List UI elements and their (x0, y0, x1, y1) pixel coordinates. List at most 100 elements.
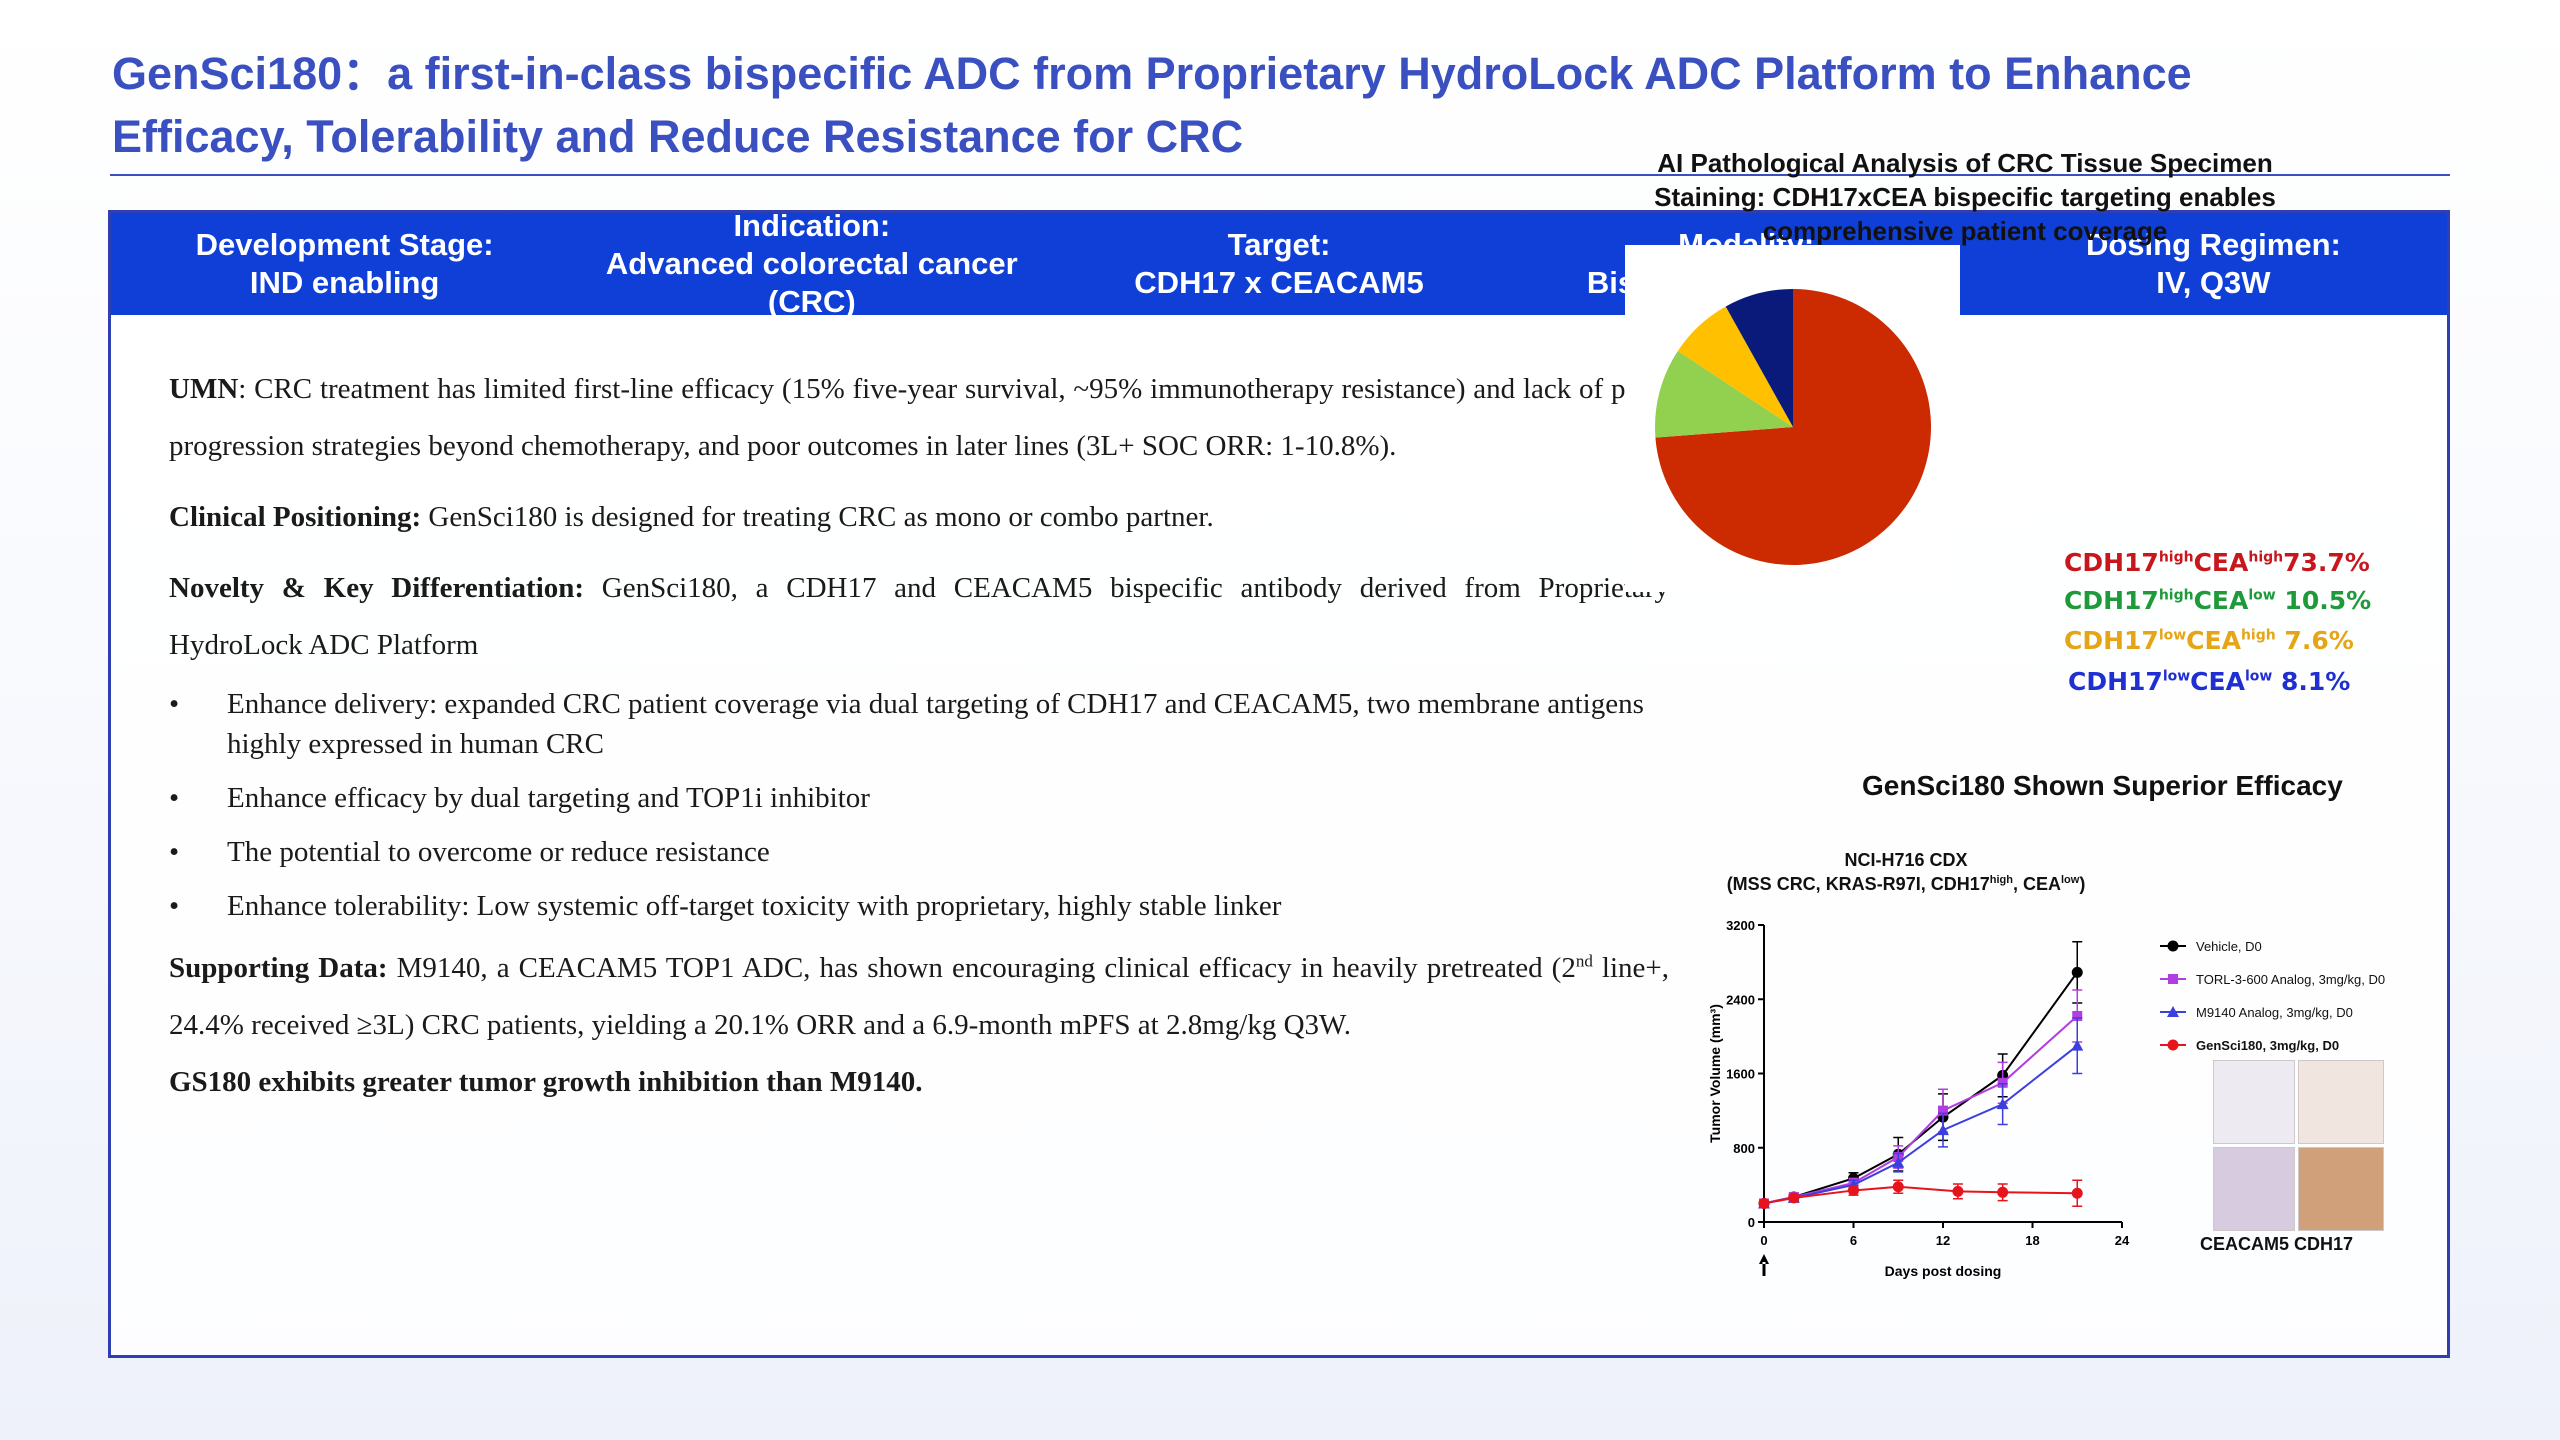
data-point (1997, 1077, 2008, 1088)
banner-dosing-regimen: Dosing Regimen: IV, Q3W (1980, 226, 2447, 302)
bullet-text: Enhance efficacy by dual targeting and T… (227, 782, 870, 814)
ihc-image-ceacam5-high (2213, 1147, 2295, 1231)
support-body: line+, 24.4% received ≥3L) CRC patients,… (169, 952, 1669, 1041)
list-item: • Enhance efficacy by dual targeting and … (169, 778, 1669, 818)
data-point (1937, 1124, 1949, 1136)
umn-label: UMN (169, 373, 239, 405)
ihc-image-cdh17-high (2298, 1147, 2384, 1231)
list-item: • The potential to overcome or reduce res… (169, 832, 1669, 872)
data-point (1758, 1197, 1770, 1209)
data-point (1788, 1192, 1800, 1204)
conclusion-text: GS180 exhibits greater tumor growth inhi… (169, 1054, 1669, 1111)
legend-sup: high (2158, 549, 2194, 566)
data-point (1996, 1098, 2009, 1110)
data-series (1758, 1017, 2084, 1209)
clinical-paragraph: Clinical Positioning: GenSci180 is desig… (169, 489, 1669, 546)
pie-chart-box (1625, 245, 1960, 592)
banner-value: IND enabling (249, 265, 440, 300)
y-tick-label: 800 (1733, 1141, 1755, 1156)
bullet-dot: • (169, 688, 180, 720)
legend-marker (2167, 940, 2179, 952)
umn-body: : CRC treatment has limited first-line e… (169, 373, 1669, 462)
y-axis-label: Tumor Volume (mm³) (1707, 1004, 1723, 1143)
clinical-label: Clinical Positioning: (169, 501, 422, 533)
x-tick-label: 24 (2115, 1233, 2130, 1248)
content-panel: Development Stage: IND enabling Indicati… (108, 208, 2450, 1358)
x-tick-label: 12 (1936, 1233, 1950, 1248)
data-point (1952, 1185, 1964, 1197)
data-series (1759, 989, 2083, 1209)
chart-title-sup: high (1989, 874, 2013, 886)
pie-title-line: AI Pathological Analysis of CRC Tissue S… (1657, 148, 2273, 178)
pie-slice (1655, 350, 1793, 438)
banner-value: Advanced colorectal cancer (CRC) (605, 246, 1018, 319)
conclusion-bold: GS180 exhibits greater tumor growth inhi… (169, 1066, 923, 1098)
chart-title-part: (MSS CRC, KRAS-R97I, CDH17 (1726, 874, 1990, 894)
series-line (1763, 1044, 2078, 1205)
line-chart-title: NCI-H716 CDX (MSS CRC, KRAS-R97I, CDH17h… (1716, 848, 2096, 896)
legend-sup: low (2162, 668, 2191, 685)
legend-percent: 10.5% (2275, 586, 2372, 615)
legend-percent: 8.1% (2272, 667, 2351, 696)
title-line-2: Efficacy, Tolerability and Reduce Resist… (112, 111, 1244, 162)
legend-sup: low (2244, 668, 2273, 685)
data-series (1758, 940, 2083, 1209)
data-point (2072, 1010, 2083, 1021)
pie-title-line: Staining: CDH17xCEA bispecific targeting… (1654, 182, 2276, 212)
y-tick-label: 0 (1748, 1215, 1755, 1230)
data-point (2071, 966, 2083, 978)
chart-title-line: (MSS CRC, KRAS-R97I, CDH17high, CEAlow) (1716, 872, 2096, 896)
pie-slice (1655, 289, 1931, 565)
chart-title-part: , CEA (2012, 874, 2061, 894)
legend-label: M9140 Analog, 3mg/kg, D0 (2196, 1005, 2353, 1020)
bullet-dot: • (169, 782, 180, 814)
legend-sup: high (2240, 627, 2276, 644)
bullet-text: Enhance delivery: expanded CRC patient c… (227, 688, 1644, 760)
support-sup: nd (1575, 951, 1593, 971)
supporting-data-paragraph: Supporting Data: M9140, a CEACAM5 TOP1 A… (169, 940, 1669, 1054)
ihc-image-ceacam5-low (2213, 1060, 2295, 1144)
legend-gene: CDH17 (2064, 586, 2159, 615)
x-tick-label: 6 (1850, 1233, 1857, 1248)
pie-legend-item: CDH17lowCEAhigh 7.6% (2064, 626, 2354, 655)
banner-target: Target: CDH17 x CEACAM5 (1045, 226, 1512, 302)
ihc-label: CEACAM5 CDH17 (2200, 1234, 2354, 1254)
legend-sup: high (2248, 549, 2284, 566)
data-point (1848, 1184, 1859, 1196)
pie-slice (1677, 306, 1793, 427)
data-point (1892, 1156, 1905, 1168)
banner-label: Dosing Regimen: (2085, 227, 2341, 262)
efficacy-title: GenSci180 Shown Superior Efficacy (1862, 770, 2343, 801)
novelty-label: Novelty & Key Differentiation: (169, 572, 585, 604)
data-point (1997, 1186, 2009, 1198)
legend-label: GenSci180, 3mg/kg, D0 (2196, 1038, 2339, 1053)
x-tick-label: 18 (2025, 1233, 2039, 1248)
page-title: GenSci180：a first-in-class bispecific AD… (112, 42, 2442, 168)
legend-gene: CEA (2193, 548, 2249, 577)
data-point (1892, 1181, 1904, 1193)
dosing-arrow-icon (1759, 1254, 1769, 1276)
series-line (1763, 971, 2079, 1205)
chart-title-line: NCI-H716 CDX (1844, 850, 1968, 870)
data-point (2071, 1187, 2083, 1199)
support-label: Supporting Data: (169, 952, 388, 984)
legend-marker (2168, 974, 2178, 984)
pie-slice (1725, 289, 1793, 427)
bullet-text: Enhance tolerability: Low systemic off-t… (227, 890, 1282, 922)
x-tick-label: 0 (1760, 1233, 1767, 1248)
bullet-text: The potential to overcome or reduce resi… (227, 836, 770, 868)
x-axis-label: Days post dosing (1885, 1263, 2002, 1279)
tumor-volume-line-chart: 0 800 1600 2400 3200 0 6 12 18 24 Days post dosing… (1707, 918, 2385, 1279)
series-line (1763, 1015, 2078, 1205)
legend-label: TORL-3-600 Analog, 3mg/kg, D0 (2196, 972, 2385, 987)
banner-label: Indication: (733, 208, 891, 243)
clinical-body: GenSci180 is designed for treating CRC a… (421, 501, 1214, 533)
chart-title-sup: low (2060, 874, 2080, 886)
y-tick-label: 3200 (1726, 918, 1755, 933)
banner-development-stage: Development Stage: IND enabling (111, 226, 578, 302)
pie-chart (1655, 289, 1931, 565)
title-line-1: GenSci180：a first-in-class bispecific AD… (112, 48, 2192, 99)
title-divider (110, 174, 2450, 176)
data-point (2071, 1039, 2084, 1051)
data-point (1938, 1105, 1948, 1116)
